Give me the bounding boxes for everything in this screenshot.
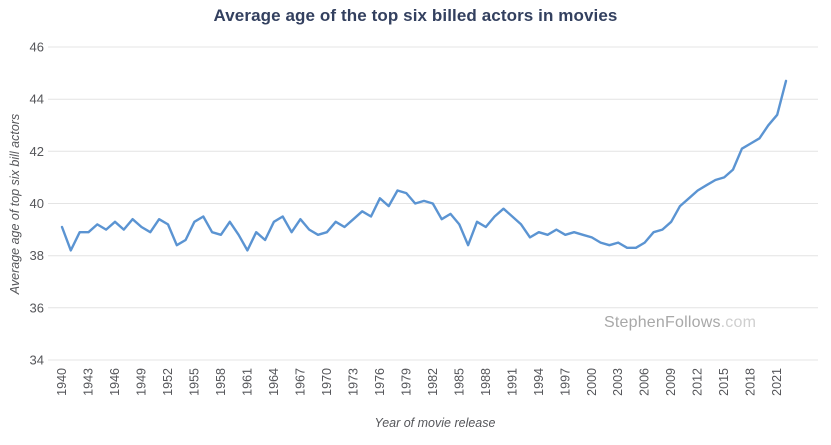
chart-title: Average age of the top six billed actors… [213, 6, 618, 25]
y-tick-label: 46 [30, 40, 44, 55]
x-tick-label: 1988 [479, 368, 493, 396]
x-tick-label: 2021 [770, 368, 784, 396]
x-tick-label: 2006 [638, 368, 652, 396]
x-tick-label: 1985 [452, 368, 466, 396]
data-line [60, 79, 788, 252]
x-tick-label: 2009 [664, 368, 678, 396]
watermark: StephenFollows.com [604, 314, 756, 332]
x-tick-label: 1955 [187, 368, 201, 396]
x-tick-label: 2003 [611, 368, 625, 396]
x-tick-label: 1997 [558, 368, 572, 396]
y-tick-label: 44 [30, 92, 44, 107]
x-tick-label: 1940 [55, 368, 69, 396]
x-tick-label: 1973 [346, 368, 360, 396]
x-tick-label: 1991 [505, 368, 519, 396]
x-tick-label: 1964 [267, 368, 281, 396]
y-tick-label: 36 [30, 300, 44, 315]
x-tick-label: 1967 [293, 368, 307, 396]
x-tick-label: 2000 [585, 368, 599, 396]
x-tick-label: 1943 [82, 368, 96, 396]
y-tick-label: 40 [30, 196, 44, 211]
x-tick-label: 1982 [426, 368, 440, 396]
x-tick-label: 2015 [717, 368, 731, 396]
watermark-main: StephenFollows [604, 314, 721, 331]
y-tick-label: 34 [30, 353, 44, 368]
x-tick-label: 1961 [240, 368, 254, 396]
x-tick-label: 1976 [373, 368, 387, 396]
x-tick-label: 1994 [532, 368, 546, 396]
watermark-suffix: .com [720, 314, 757, 331]
x-tick-label: 2012 [691, 368, 705, 396]
y-tick-label: 38 [30, 248, 44, 263]
x-tick-label: 2018 [744, 368, 758, 396]
x-tick-label: 1979 [399, 368, 413, 396]
x-tick-label: 1970 [320, 368, 334, 396]
x-tick-label: 1952 [161, 368, 175, 396]
x-tick-label: 1958 [214, 368, 228, 396]
x-tick-label: 1949 [135, 368, 149, 396]
y-tick-label: 42 [30, 144, 44, 159]
x-axis-label: Year of movie release [374, 416, 496, 430]
x-tick-label: 1946 [108, 368, 122, 396]
